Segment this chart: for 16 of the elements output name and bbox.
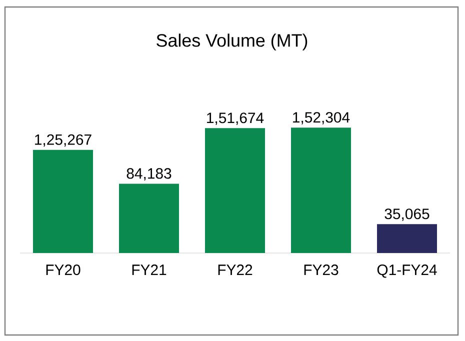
data-label: 1,25,267 <box>35 134 92 147</box>
x-tick-label: FY20 <box>46 264 80 276</box>
x-tick-label: FY23 <box>304 264 338 276</box>
bar <box>291 128 352 253</box>
bar <box>119 184 179 253</box>
data-label: 35,065 <box>384 208 430 221</box>
bar <box>205 128 266 253</box>
x-tick-label: Q1-FY24 <box>377 264 437 278</box>
x-tick-label: FY22 <box>218 264 252 275</box>
bar <box>377 224 438 253</box>
data-label: 1,52,304 <box>293 112 350 124</box>
data-label: 84,183 <box>126 168 172 180</box>
data-label: 1,51,674 <box>207 112 264 125</box>
chart-title: Sales Volume (MT) <box>156 34 308 50</box>
bar <box>33 150 93 253</box>
x-tick-label: FY21 <box>132 264 166 275</box>
